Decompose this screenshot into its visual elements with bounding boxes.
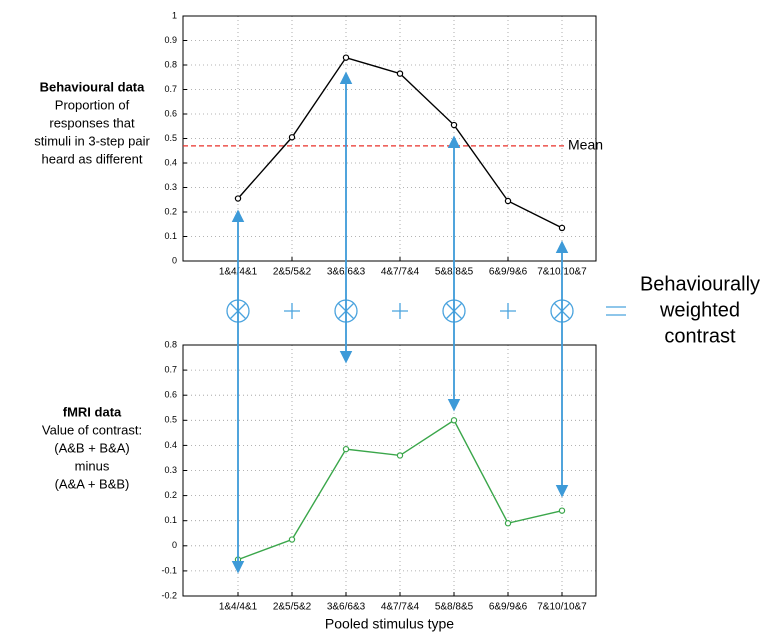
plus-symbol xyxy=(392,303,408,319)
operator-row xyxy=(226,299,626,323)
side-text: Proportion of xyxy=(55,97,130,112)
plus-symbol xyxy=(284,303,300,319)
plus-symbol xyxy=(500,303,516,319)
point xyxy=(558,507,566,514)
y-tick-label: 0.1 xyxy=(164,231,177,241)
y-tick-label: 0.2 xyxy=(164,206,177,216)
y-tick-label: 0.3 xyxy=(164,465,177,475)
plot-frame xyxy=(182,344,597,597)
point xyxy=(504,520,512,527)
y-tick-label: 0.4 xyxy=(164,440,177,450)
charts: 0 0.1 0.2 0.3 0.4 0.5 0.6 0.7 0.8 0.9 1 1&4/4&1 2&5/… xyxy=(34,10,760,631)
y-tick-label: 0.6 xyxy=(164,390,177,400)
y-tick-label: 0.7 xyxy=(164,364,177,374)
point xyxy=(342,54,350,61)
x-tick-label: 2&5/5&2 xyxy=(273,267,312,278)
point xyxy=(504,197,512,205)
point xyxy=(342,445,350,453)
x-tick-label: 1&4/4&1 xyxy=(219,602,258,613)
side-text: (A&A + B&B) xyxy=(55,476,130,491)
point xyxy=(234,195,242,202)
x-tick-label: 3&6/6&3 xyxy=(327,602,366,613)
y-tick-label: 0.7 xyxy=(164,84,177,94)
y-tick-label: 0.3 xyxy=(164,182,177,192)
arrows xyxy=(231,71,569,574)
point xyxy=(288,134,296,141)
x-axis-label: Pooled stimulus type xyxy=(325,616,454,632)
x-tick-label: 4&7/7&4 xyxy=(381,602,420,613)
contrast-label: weighted xyxy=(659,299,740,321)
side-text: minus xyxy=(75,458,110,473)
x-tick-label: 5&8/8&5 xyxy=(435,602,474,613)
y-tick-label: -0.1 xyxy=(161,565,177,575)
equals-symbol xyxy=(606,306,626,316)
y-tick-label: 0.4 xyxy=(164,157,177,167)
side-text: heard as different xyxy=(42,151,143,166)
x-tick-label: 6&9/9&6 xyxy=(489,602,528,613)
point xyxy=(450,417,458,424)
x-tick-label: 6&9/9&6 xyxy=(489,267,528,278)
y-tick-label: 0.2 xyxy=(164,490,177,500)
side-text: stimuli in 3-step pair xyxy=(34,133,150,148)
side-text: (A&B + B&A) xyxy=(54,440,130,455)
side-text: Value of contrast: xyxy=(42,422,142,437)
contrast-label: contrast xyxy=(664,325,736,347)
y-tick-label: 0.9 xyxy=(164,35,177,45)
y-tick-label: 0.5 xyxy=(164,133,177,143)
y-tick-label: -0.2 xyxy=(161,590,177,600)
point xyxy=(396,452,404,459)
side-title: Behavioural data xyxy=(40,79,146,94)
x-tick-label: 4&7/7&4 xyxy=(381,267,420,278)
y-tick-label: 0 xyxy=(172,540,177,550)
point xyxy=(396,70,404,77)
side-title: fMRI data xyxy=(63,404,122,419)
side-text: responses that xyxy=(49,115,135,130)
contrast-label: Behaviourally xyxy=(640,273,760,295)
y-tick-label: 0.1 xyxy=(164,515,177,525)
x-tick-label: 2&5/5&2 xyxy=(273,602,312,613)
point xyxy=(288,536,296,543)
y-tick-label: 0 xyxy=(172,255,177,265)
mean-label: Mean xyxy=(568,137,603,153)
y-tick-label: 0.8 xyxy=(164,339,177,349)
y-tick-label: 0.5 xyxy=(164,415,177,425)
y-tick-label: 0.8 xyxy=(164,59,177,69)
y-tick-label: 1 xyxy=(172,10,177,20)
y-tick-label: 0.6 xyxy=(164,108,177,118)
series-line xyxy=(237,56,563,229)
point xyxy=(450,121,458,129)
point xyxy=(558,224,566,232)
plot-frame xyxy=(182,15,597,262)
x-tick-label: 7&10/10&7 xyxy=(537,602,587,613)
